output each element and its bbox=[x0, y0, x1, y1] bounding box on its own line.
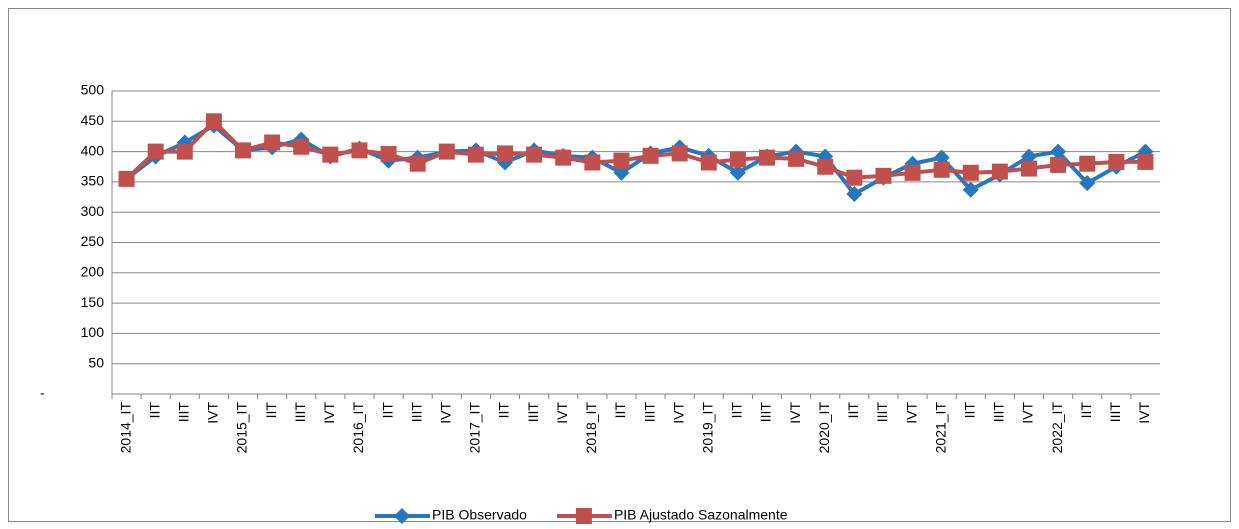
data-point bbox=[875, 167, 892, 184]
x-tick-label: IIIT bbox=[175, 402, 191, 423]
x-tick-label: IVT bbox=[903, 402, 919, 424]
x-tick-label: IVT bbox=[1020, 402, 1036, 424]
data-point bbox=[933, 161, 950, 178]
y-tick-label: 100 bbox=[81, 324, 105, 340]
data-point bbox=[235, 142, 251, 159]
data-point bbox=[264, 134, 281, 151]
data-point bbox=[846, 169, 863, 186]
legend-marker bbox=[394, 508, 410, 524]
data-point bbox=[1079, 155, 1096, 172]
data-point bbox=[933, 149, 950, 166]
x-tick-label: IIIT bbox=[292, 402, 308, 423]
data-point bbox=[671, 145, 688, 162]
data-point bbox=[293, 138, 310, 155]
y-tick-label: 350 bbox=[81, 173, 105, 189]
x-tick-label: IVT bbox=[437, 402, 453, 424]
x-tick-label: IIIT bbox=[1107, 402, 1123, 423]
y-tick-label: 150 bbox=[81, 294, 105, 310]
data-point bbox=[729, 151, 746, 168]
x-tick-label: IIIT bbox=[408, 402, 424, 423]
data-point bbox=[1079, 175, 1096, 192]
data-point bbox=[438, 143, 455, 160]
data-point bbox=[613, 152, 630, 169]
x-tick-label: IIT bbox=[146, 402, 162, 419]
data-point bbox=[118, 170, 135, 187]
x-tick-label: IIT bbox=[845, 402, 861, 419]
data-point bbox=[322, 146, 339, 163]
data-point bbox=[497, 145, 513, 162]
legend-label: PIB Ajustado Sazonalmente bbox=[614, 507, 788, 523]
x-tick-label: 2022_IT bbox=[1049, 402, 1065, 454]
data-point bbox=[176, 143, 193, 160]
x-tick-label: 2014_IT bbox=[117, 402, 133, 454]
x-tick-label: IIIT bbox=[874, 402, 890, 423]
data-point bbox=[788, 150, 805, 167]
x-tick-label: 2018_IT bbox=[583, 402, 599, 454]
x-tick-label: IIT bbox=[379, 402, 395, 419]
data-point bbox=[904, 164, 921, 181]
data-point bbox=[1021, 148, 1037, 165]
data-point bbox=[729, 164, 746, 181]
data-point bbox=[846, 186, 863, 203]
x-tick-label: IVT bbox=[670, 402, 686, 424]
data-point bbox=[1050, 156, 1067, 173]
x-tick-label: IVT bbox=[787, 402, 803, 424]
legend-marker bbox=[575, 508, 592, 524]
x-tick-label: IVT bbox=[554, 402, 570, 424]
y-tick-label: 500 bbox=[81, 82, 105, 98]
data-point bbox=[759, 149, 775, 166]
data-point bbox=[380, 146, 397, 163]
data-point bbox=[467, 146, 484, 163]
x-tick-label: IIT bbox=[1078, 402, 1094, 419]
y-tick-label: - bbox=[40, 385, 45, 401]
x-tick-label: 2020_IT bbox=[816, 402, 832, 454]
x-tick-label: IIT bbox=[496, 402, 512, 419]
x-tick-label: 2017_IT bbox=[467, 402, 483, 454]
legend-label: PIB Observado bbox=[432, 507, 527, 523]
data-point bbox=[700, 154, 717, 171]
data-point bbox=[351, 142, 368, 159]
x-tick-label: 2016_IT bbox=[350, 402, 366, 454]
x-tick-label: IVT bbox=[1136, 402, 1152, 424]
x-tick-label: IIIT bbox=[758, 402, 774, 423]
x-tick-label: IVT bbox=[205, 402, 221, 424]
x-tick-label: IIT bbox=[961, 402, 977, 419]
y-tick-label: 250 bbox=[81, 233, 105, 249]
data-point bbox=[526, 146, 543, 163]
x-tick-label: 2021_IT bbox=[932, 402, 948, 454]
data-point bbox=[1137, 153, 1154, 170]
data-point bbox=[642, 147, 659, 164]
data-point bbox=[962, 181, 979, 198]
data-point bbox=[962, 164, 979, 181]
data-point bbox=[613, 164, 630, 181]
data-point bbox=[991, 163, 1008, 180]
y-tick-label: 200 bbox=[81, 264, 105, 280]
x-tick-label: 2019_IT bbox=[699, 402, 715, 454]
x-tick-label: IIT bbox=[263, 402, 279, 419]
data-point bbox=[1050, 143, 1067, 160]
data-point bbox=[147, 143, 164, 160]
data-point bbox=[555, 149, 572, 166]
x-tick-label: IIT bbox=[612, 402, 628, 419]
x-tick-label: IIIT bbox=[641, 402, 657, 423]
data-point bbox=[205, 113, 222, 130]
data-point bbox=[1021, 160, 1037, 177]
y-tick-label: 400 bbox=[81, 142, 105, 158]
x-tick-label: IIIT bbox=[525, 402, 541, 423]
x-tick-label: IVT bbox=[321, 402, 337, 424]
y-tick-label: 50 bbox=[88, 354, 104, 370]
data-point bbox=[584, 154, 601, 171]
data-point bbox=[409, 155, 426, 172]
x-tick-label: IIIT bbox=[991, 402, 1007, 423]
x-tick-label: IIT bbox=[729, 402, 745, 419]
data-point bbox=[817, 158, 834, 175]
y-tick-label: 300 bbox=[81, 203, 105, 219]
y-tick-label: 450 bbox=[81, 112, 105, 128]
data-point bbox=[1108, 153, 1125, 170]
x-tick-label: 2015_IT bbox=[234, 402, 250, 454]
chart-frame bbox=[8, 8, 1231, 522]
